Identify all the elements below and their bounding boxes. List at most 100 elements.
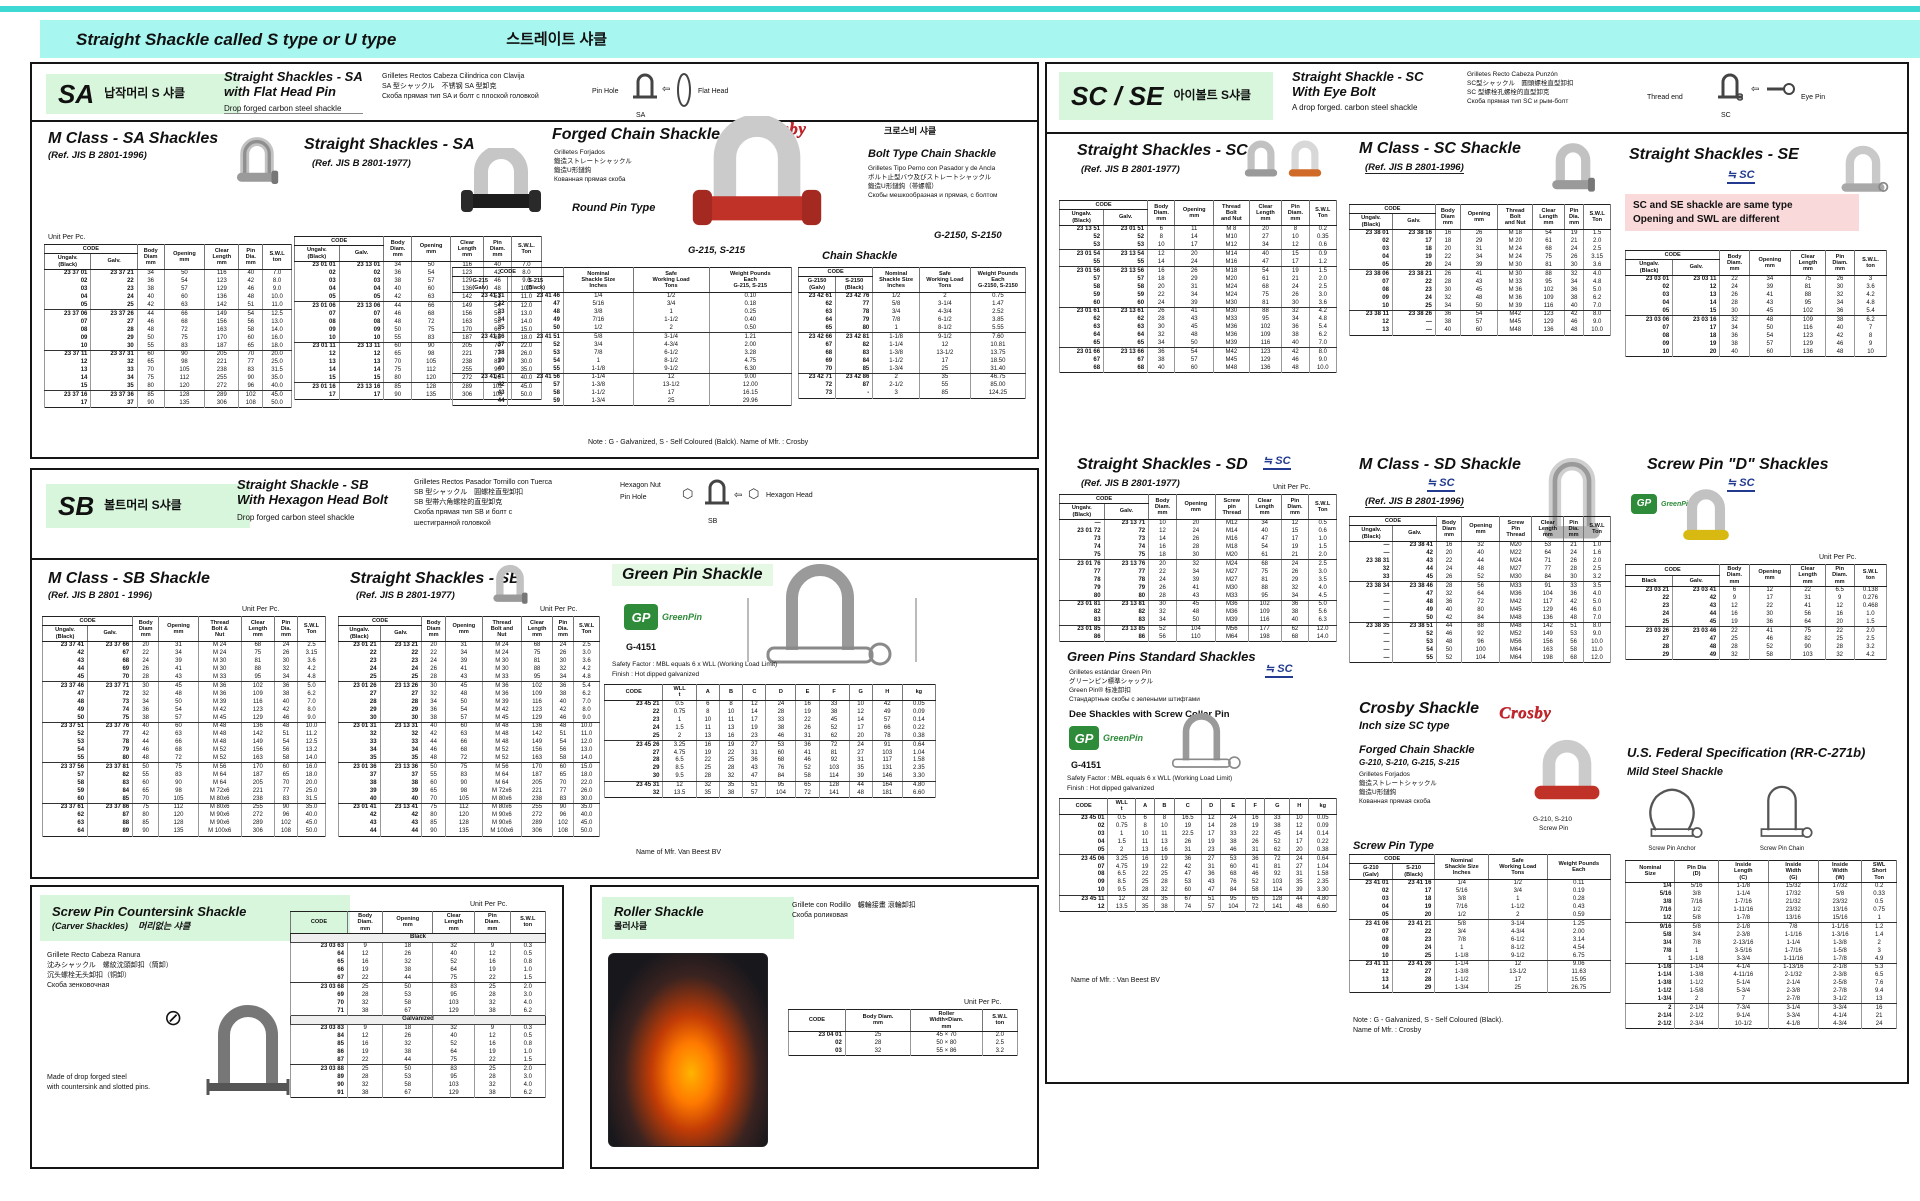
chain-shackle-table: CODE Nominal Shackle Size Inches Safe Work…	[797, 266, 1027, 399]
se-shackle-image	[1841, 145, 1889, 192]
sa-diagram-label: SA	[636, 112, 646, 119]
fcs-codes: G-210, S-210, G-215, S-215	[1359, 758, 1460, 767]
sb-lang-ru2: шестигранной головкой	[414, 519, 491, 527]
roller-tag: Roller Shackle 롤러샤클	[602, 897, 794, 939]
sb-diagram-label: SB	[708, 518, 718, 525]
sc77-ref: (Ref. JIS B 2801-1977)	[1081, 164, 1180, 175]
gp-logo-icon: GP	[624, 604, 658, 630]
sc77-title: Straight Shackles - SC	[1077, 142, 1248, 159]
crosby-sc-title: Crosby Shackle	[1359, 700, 1480, 717]
fcs-lang-es: Grilletes Forjados	[1359, 771, 1410, 778]
countersink-section: Screw Pin Countersink Shackle (Carver Sh…	[30, 885, 564, 1169]
sb-tag-label: SB	[58, 491, 95, 521]
forged-lang-es: Grilletes Forjados	[554, 149, 605, 156]
sb-pin-hole-label: Pin Hole	[620, 494, 647, 501]
cs-unit: Unit Per Pc.	[470, 901, 508, 908]
usfed-subtitle: Mild Steel Shackle	[1627, 766, 1723, 778]
g2150-label: G-2150, S-2150	[934, 230, 1002, 241]
sb-lang-jp: SB 型シャックル 圓螺栓直型卸扣	[414, 489, 524, 497]
msd-title: M Class - SD Shackle	[1359, 456, 1521, 473]
screw-pin-table: CODE Nominal Shackle Size Inches Safe Work…	[1348, 853, 1612, 993]
se-note-box: SC and SE shackle are same type Opening …	[1625, 194, 1859, 231]
sb-title-block: Straight Shackle - SB With Hexagon Head …	[237, 477, 388, 522]
sc-lang-ru: Скоба прямая тип SC и рым-болт	[1467, 98, 1569, 106]
dsh-table: CODE Body Diam. mm Opening mm Clear Length …	[1624, 564, 1888, 660]
dsh-eq-sc: ≒ SC	[1727, 478, 1755, 492]
sa-unit-label: Unit Per Pc.	[48, 234, 86, 241]
sb77-title: Straight Shackles - SB	[350, 570, 521, 587]
dsh-unit: Unit Per Pc.	[1819, 554, 1857, 561]
sa-tag: SA 납작머리 S 샤클	[46, 74, 240, 114]
slash-circle-icon: ⊘	[164, 1005, 183, 1030]
hexagon-head-icon: ⬡	[748, 486, 760, 501]
round-pin-table: CODE Nominal Shackle Size Inches Safe Work…	[451, 266, 793, 406]
msc-table: CODE Body Diam mm Opening mm Thread Bolt an…	[1349, 203, 1611, 336]
screw-pin-type-title: Screw Pin Type	[1353, 840, 1434, 852]
gp-logo-text: GreenPin	[662, 611, 703, 622]
sc-diagram: Thread end ⇦ Eye Pin SC	[1647, 70, 1887, 126]
crosby-sc-subtitle: Inch size SC type	[1359, 720, 1450, 732]
dsh-gp-logo: GP GreenPin	[1631, 494, 1692, 514]
sc77-shackle-image-2	[1288, 140, 1322, 177]
sc-title-2: With Eye Bolt	[1292, 83, 1376, 99]
gp-lang-es: Grilletes estándar Green Pin	[1069, 669, 1152, 676]
msd-ref: (Ref. JIS B 2801-1996)	[1365, 496, 1464, 509]
sb-title-2: With Hexagon Head Bolt	[237, 491, 388, 507]
fcs-shackle-photo	[1534, 739, 1600, 800]
sb-mclass-table: CODE Body Diam mm Opening mm Thread Bolt & …	[41, 615, 327, 837]
sb-lang-ru1: Скоба прямая тип SB и болт с	[414, 509, 513, 517]
g215-label: G-215, S-215	[688, 245, 746, 256]
arrow-left-icon: ⇦	[734, 490, 743, 501]
gp-sc-langs: Grilletes estándar Green Pin グリーンピン標準シャッ…	[1069, 668, 1200, 704]
gp-sc-g4151: G-4151	[1071, 760, 1102, 770]
sc-lang-jp: SC型シャックル 圓頭螺栓直型卸扣	[1467, 80, 1574, 88]
msc-title: M Class - SC Shackle	[1359, 140, 1521, 157]
dsh-title: Screw Pin "D" Shackles	[1647, 456, 1829, 473]
bolt-lang-es: Grilletes Tipo Perno con Pasador y de An…	[868, 165, 996, 172]
sc-note-2: Name of Mfr. : Crosby	[1353, 1027, 1422, 1034]
bolt-type-shackle-photo	[692, 116, 822, 226]
dsh-shackle-image	[1683, 489, 1729, 541]
usfed-title: U.S. Federal Specification (RR-C-271b)	[1627, 745, 1866, 760]
sa-lang-es: Grilletes Rectos Cabeza Cilindrica con C…	[382, 73, 525, 80]
sa77-title: Straight Shackles - SA	[304, 136, 475, 153]
sa-title-1: Straight Shackles - SA	[224, 69, 363, 84]
g210-screwpin-label: Screw Pin	[1539, 825, 1569, 832]
eye-pin-icon	[1767, 83, 1795, 95]
usfed-chain-label: Screw Pin Chain	[1759, 846, 1805, 852]
gp-sc-shackle-drawing	[1171, 713, 1241, 769]
fcs-lang-zh: 鍛造U形鏈鈎	[1359, 789, 1397, 797]
crosby-sc-logo: Crosby	[1499, 703, 1552, 722]
sc-diagram-label: SC	[1721, 112, 1731, 119]
sc-title-block: Straight Shackle - SC With Eye Bolt A dr…	[1292, 69, 1424, 112]
gp-mfr-label: Name of Mfr. Van Beest BV	[636, 849, 722, 856]
green-pin-logo: GP GreenPin	[624, 604, 702, 630]
sa-subtitle: Drop forged carbon steel shackle	[224, 104, 363, 115]
sa-lang-jp: SA 型シャックル 不锈钢 SA 型卸克	[382, 83, 497, 91]
hexagon-nut-label: Hexagon Nut	[620, 482, 661, 489]
sb77-ref: (Ref. JIS B 2801-1977)	[356, 590, 455, 601]
sa-lang-ru: Скоба прямая тип SA и болт с плоской гол…	[382, 93, 539, 101]
sd77-eq-sc: ≒ SC	[1263, 456, 1291, 470]
countersink-langs: Grillete Recto Cabeza Ranura 沈みシャックル 螺紋沈…	[47, 951, 173, 992]
fcs-title: Forged Chain Shackle	[1359, 744, 1475, 756]
sc-title-1: Straight Shackle - SC	[1292, 69, 1424, 84]
sc-langs: Grilletes Recto Cabeza Punzón SC型シャックル 圓…	[1467, 70, 1573, 106]
sa-diagram: Pin Hole ⇦ Flat Head SA	[592, 70, 762, 119]
sc-lang-zh: SC 型螺栓孔螺栓的直型卸克	[1467, 89, 1550, 97]
cs-lang-es: Grillete Recto Cabeza Ranura	[47, 952, 141, 959]
sb-langs: Grilletes Rectos Pasador Tornillo con Tu…	[414, 478, 552, 529]
bolt-type-langs: Grilletes Tipo Perno con Pasador y de An…	[868, 164, 998, 200]
banner-title: Straight Shackle called S type or U type	[76, 29, 397, 49]
sa-tag-korean: 납작머리 S 샤클	[104, 86, 186, 101]
forged-shackle-photo	[461, 148, 541, 212]
usfed-table: Nominal Size Pin Dia (D) Inside Length (C)…	[1624, 860, 1897, 1029]
cs-lang-zh: 沉头螺栓无头卸扣（铜卸）	[47, 972, 131, 980]
sb-lang-zh: SB 型帯六角螺栓的直型卸克	[414, 499, 503, 507]
sa-note: Note : G - Galvanized, S - Self Coloured…	[588, 439, 809, 446]
eye-pin-label: Eye Pin	[1801, 94, 1826, 101]
se-note-line-1: SC and SE shackle are same type	[1633, 200, 1793, 211]
sa-mclass-shackle-image	[236, 137, 279, 184]
sb-title-1: Straight Shackle - SB	[237, 477, 369, 492]
